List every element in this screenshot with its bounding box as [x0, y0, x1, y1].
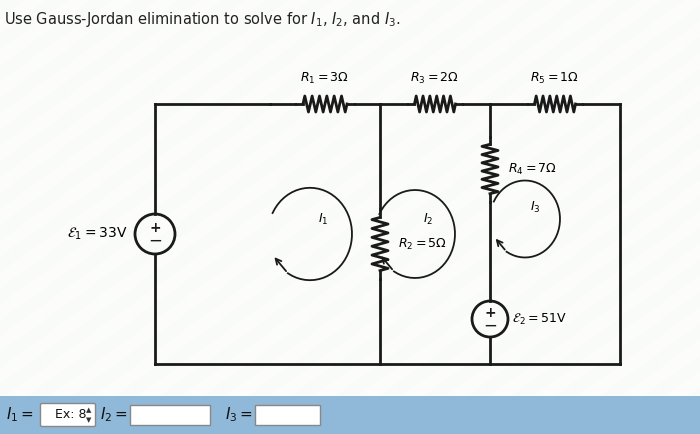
Polygon shape [504, 0, 700, 434]
Polygon shape [0, 0, 158, 434]
Polygon shape [350, 0, 700, 434]
Text: $I_3$: $I_3$ [530, 200, 540, 214]
Polygon shape [416, 0, 700, 434]
Polygon shape [284, 0, 700, 434]
Text: $I_2 = $: $I_2 = $ [100, 406, 128, 424]
Polygon shape [372, 0, 700, 434]
Text: Ex: 8: Ex: 8 [55, 408, 87, 421]
FancyBboxPatch shape [41, 404, 95, 427]
Text: −: − [148, 232, 162, 250]
Text: Use Gauss-Jordan elimination to solve for $I_1$, $I_2$, and $I_3$.: Use Gauss-Jordan elimination to solve fo… [4, 10, 400, 29]
Polygon shape [0, 0, 4, 434]
Text: ▼: ▼ [86, 417, 92, 423]
Polygon shape [680, 0, 700, 434]
Polygon shape [0, 0, 598, 434]
Polygon shape [0, 0, 422, 434]
Polygon shape [0, 0, 114, 434]
Bar [0, 396, 700, 434]
Polygon shape [548, 0, 700, 434]
Polygon shape [0, 0, 246, 434]
Polygon shape [614, 0, 700, 434]
Polygon shape [0, 0, 554, 434]
Polygon shape [0, 0, 224, 434]
Polygon shape [0, 0, 532, 434]
Polygon shape [460, 0, 700, 434]
Polygon shape [0, 0, 620, 434]
Polygon shape [0, 0, 312, 434]
Text: $R_2 = 5\Omega$: $R_2 = 5\Omega$ [398, 237, 447, 252]
Text: $R_4 = 7\Omega$: $R_4 = 7\Omega$ [508, 161, 557, 177]
Polygon shape [0, 0, 290, 434]
Polygon shape [0, 0, 576, 434]
Polygon shape [42, 0, 664, 434]
Text: $I_1 = $: $I_1 = $ [6, 406, 34, 424]
Text: +: + [484, 306, 496, 320]
Polygon shape [658, 0, 700, 434]
Polygon shape [570, 0, 700, 434]
Polygon shape [152, 0, 700, 434]
Polygon shape [0, 0, 378, 434]
Polygon shape [0, 0, 268, 434]
Polygon shape [0, 0, 466, 434]
Text: $R_5 = 1\Omega$: $R_5 = 1\Omega$ [531, 71, 580, 86]
Polygon shape [0, 0, 136, 434]
Polygon shape [0, 0, 400, 434]
Polygon shape [0, 0, 444, 434]
Text: +: + [149, 221, 161, 235]
Polygon shape [174, 0, 700, 434]
Polygon shape [526, 0, 700, 434]
Polygon shape [0, 0, 92, 434]
Bar [255, 405, 320, 425]
Text: −: − [483, 317, 497, 335]
Polygon shape [262, 0, 700, 434]
Text: $I_2$: $I_2$ [423, 211, 433, 227]
Bar [130, 405, 210, 425]
Polygon shape [64, 0, 686, 434]
Polygon shape [636, 0, 700, 434]
Polygon shape [306, 0, 700, 434]
Polygon shape [130, 0, 700, 434]
Polygon shape [20, 0, 642, 434]
Text: $R_1 = 3\Omega$: $R_1 = 3\Omega$ [300, 71, 349, 86]
Polygon shape [218, 0, 700, 434]
Polygon shape [240, 0, 700, 434]
Polygon shape [0, 0, 48, 434]
Polygon shape [0, 0, 180, 434]
Text: ▲: ▲ [86, 407, 92, 413]
Text: $\mathcal{E}_2 = 51\mathrm{V}$: $\mathcal{E}_2 = 51\mathrm{V}$ [512, 312, 567, 326]
Polygon shape [438, 0, 700, 434]
Text: $R_3 = 2\Omega$: $R_3 = 2\Omega$ [410, 71, 459, 86]
Polygon shape [0, 0, 488, 434]
Polygon shape [0, 0, 356, 434]
Polygon shape [0, 0, 70, 434]
Text: $I_3 = $: $I_3 = $ [225, 406, 253, 424]
Polygon shape [196, 0, 700, 434]
Polygon shape [0, 0, 26, 434]
Polygon shape [0, 0, 510, 434]
Polygon shape [86, 0, 700, 434]
Text: $I_1$: $I_1$ [318, 211, 328, 227]
Polygon shape [328, 0, 700, 434]
Polygon shape [0, 0, 334, 434]
Polygon shape [0, 0, 202, 434]
Text: $\mathcal{E}_1 = 33\mathrm{V}$: $\mathcal{E}_1 = 33\mathrm{V}$ [66, 226, 127, 242]
Polygon shape [482, 0, 700, 434]
Polygon shape [108, 0, 700, 434]
Polygon shape [592, 0, 700, 434]
Polygon shape [394, 0, 700, 434]
